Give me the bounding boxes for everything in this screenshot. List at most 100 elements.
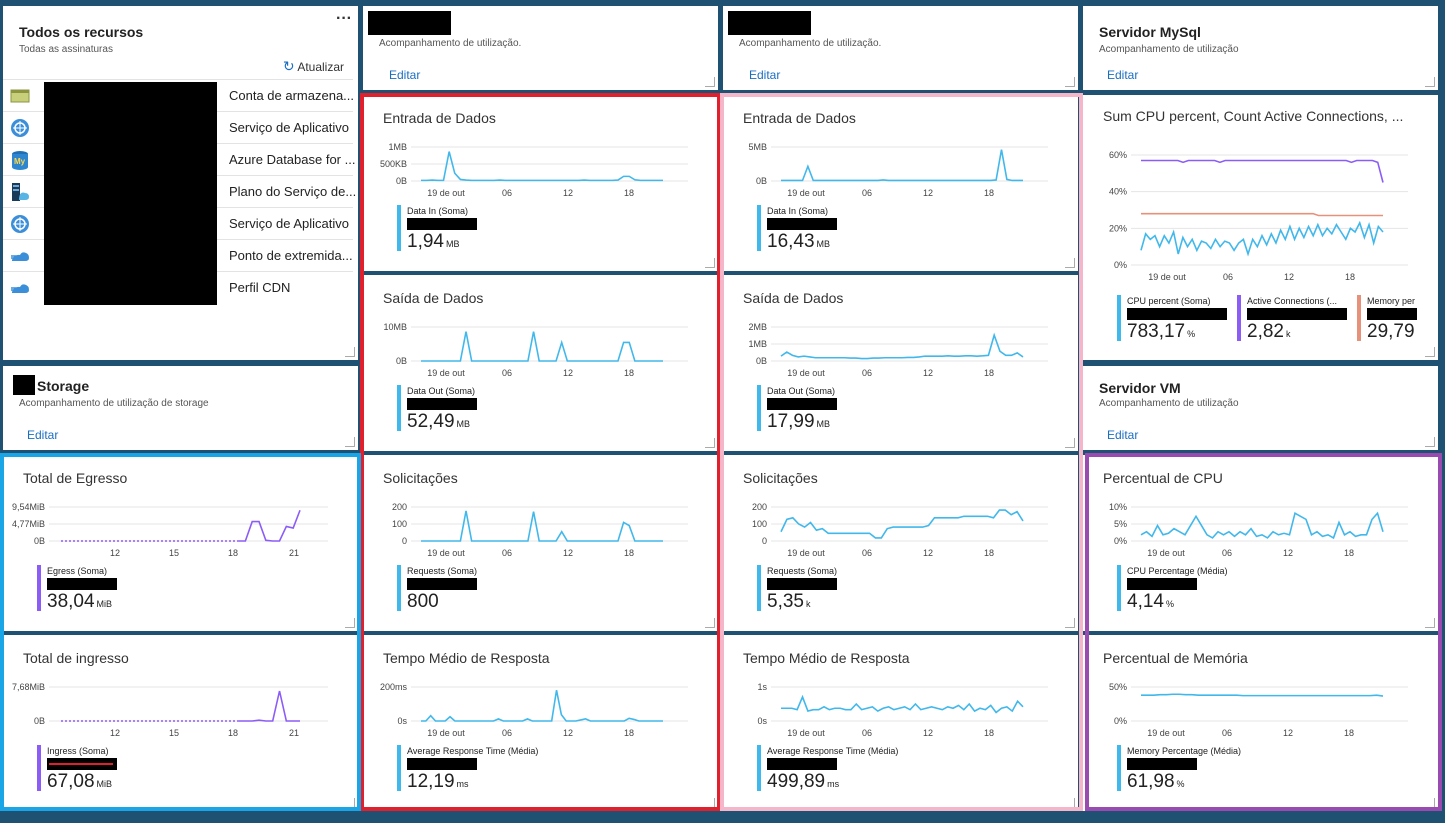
legend-name: Data Out (Soma) <box>407 386 476 396</box>
x-tick-label: 18 <box>984 548 994 558</box>
mysql-legend-item[interactable]: CPU percent (Soma) 783,17% <box>1117 295 1229 343</box>
metric-title: Saída de Dados <box>743 290 844 306</box>
metric-tile[interactable]: Total de ingresso 7,68MiB 0B 12 15 18 21 Ingres… <box>3 635 358 811</box>
metric-tile[interactable]: Entrada de Dados 5MB 0B 19 de out 06 12 18 Data… <box>723 95 1078 271</box>
series-line <box>238 509 301 542</box>
mysql-edit-link[interactable]: Editar <box>1107 68 1139 82</box>
metric-chart: 10% 5% 0% 19 de out 06 12 18 <box>1109 502 1408 558</box>
redacted-resource-label <box>407 218 477 230</box>
y-tick-label: 1s <box>757 682 767 692</box>
legend-number: 61,98 <box>1127 771 1175 792</box>
vm-edit-link[interactable]: Editar <box>1107 428 1139 442</box>
x-tick-label: 12 <box>563 728 573 738</box>
legend-name: Requests (Soma) <box>767 566 838 576</box>
storage-edit-link[interactable]: Editar <box>27 428 59 442</box>
metric-tile[interactable]: Tempo Médio de Resposta 1s 0s 19 de out 06 12… <box>723 635 1078 811</box>
x-tick-label: 21 <box>289 548 299 558</box>
resize-handle[interactable] <box>345 347 355 357</box>
resize-handle[interactable] <box>1425 437 1435 447</box>
legend-color-bar <box>37 745 41 791</box>
metric-tile[interactable]: Entrada de Dados 1MB 500KB 0B 19 de out 06 12 1… <box>363 95 718 271</box>
resize-handle[interactable] <box>1065 77 1075 87</box>
resize-handle[interactable] <box>1065 798 1075 808</box>
legend-color-bar <box>397 205 401 251</box>
x-tick-label: 18 <box>1345 272 1355 282</box>
resize-handle[interactable] <box>705 618 715 628</box>
legend-number: 52,49 <box>407 411 455 432</box>
redacted-resource-label <box>407 578 477 590</box>
resize-handle[interactable] <box>705 77 715 87</box>
legend-unit: k <box>805 599 811 609</box>
x-tick-label: 12 <box>563 548 573 558</box>
metric-tile[interactable]: Saída de Dados 10MB 0B 19 de out 06 12 18 Data … <box>363 275 718 451</box>
storage-header-tile: Storage Acompanhamento de utilização de … <box>3 366 358 450</box>
resize-handle[interactable] <box>1425 347 1435 357</box>
resource-name: Ponto de extremida... <box>229 248 353 263</box>
legend-value: 67,08 MiB <box>47 771 112 793</box>
legend-unit: ms <box>456 779 469 789</box>
y-tick-label: 100 <box>392 519 407 529</box>
series-line <box>781 149 1023 182</box>
x-tick-label: 12 <box>110 728 120 738</box>
legend-color-bar <box>757 565 761 611</box>
metric-tile[interactable]: Total de Egresso 9,54MiB 4,77MiB 0B 12 15 18 21… <box>3 455 358 631</box>
mysql-legend-item[interactable]: Memory per 29,79 <box>1357 295 1417 343</box>
legend-value: 12,19 ms <box>407 771 469 793</box>
metric-chart: 5MB 0B 19 de out 06 12 18 <box>748 142 1048 198</box>
metric-tile[interactable]: Percentual de Memória 50% 0% 19 de out 06 12 1… <box>1083 635 1438 811</box>
legend-value: 499,89 ms <box>767 771 839 793</box>
resize-handle[interactable] <box>345 798 355 808</box>
legend-name: Ingress (Soma) <box>47 746 109 756</box>
y-tick-label: 0B <box>34 536 45 546</box>
series-line <box>421 331 663 362</box>
refresh-button[interactable]: ↻ Atualizar <box>283 58 344 75</box>
metric-chart: 200ms 0s 19 de out 06 12 18 <box>380 682 688 738</box>
mysql-chart-title: Sum CPU percent, Count Active Connection… <box>1103 108 1404 124</box>
app2-edit-link[interactable]: Editar <box>749 68 781 82</box>
resize-handle[interactable] <box>1065 438 1075 448</box>
x-tick-label: 12 <box>563 188 573 198</box>
x-tick-label: 06 <box>862 188 872 198</box>
resize-handle[interactable] <box>705 798 715 808</box>
legend-name: Data Out (Soma) <box>767 386 836 396</box>
refresh-label: Atualizar <box>297 60 344 74</box>
legend-number: 29,79 <box>1367 321 1415 342</box>
resize-handle[interactable] <box>345 437 355 447</box>
metric-tile[interactable]: Solicitações 200 100 0 19 de out 06 12 18 Reques… <box>723 455 1078 631</box>
resize-handle[interactable] <box>705 438 715 448</box>
metric-title: Entrada de Dados <box>383 110 496 126</box>
y-tick-label: 0s <box>757 716 767 726</box>
legend-value: 2,82 k <box>1247 321 1290 343</box>
legend-name: Average Response Time (Média) <box>767 746 899 756</box>
legend-name: Data In (Soma) <box>407 206 469 216</box>
legend-number: 12,19 <box>407 771 455 792</box>
resize-handle[interactable] <box>345 618 355 628</box>
redacted-resource-label <box>1127 758 1197 770</box>
y-tick-label: 40% <box>1109 187 1127 197</box>
metric-tile[interactable]: Solicitações 200 100 0 19 de out 06 12 18 Reques… <box>363 455 718 631</box>
svg-text:My: My <box>14 157 26 166</box>
y-tick-label: 10MB <box>383 322 407 332</box>
resize-handle[interactable] <box>1425 618 1435 628</box>
metric-tile[interactable]: Percentual de CPU 10% 5% 0% 19 de out 06 12 18 C… <box>1083 455 1438 631</box>
resize-handle[interactable] <box>1425 798 1435 808</box>
metric-tile[interactable]: Saída de Dados 2MB 1MB 0B 19 de out 06 12 18 Dat… <box>723 275 1078 451</box>
more-options-button[interactable]: ··· <box>336 10 352 27</box>
app1-edit-link[interactable]: Editar <box>389 68 421 82</box>
mysql-metrics-tile[interactable]: Sum CPU percent, Count Active Connection… <box>1083 95 1438 360</box>
resize-handle[interactable] <box>1065 258 1075 268</box>
legend-color-bar <box>1117 295 1121 341</box>
redacted-title <box>728 11 811 35</box>
metric-tile[interactable]: Tempo Médio de Resposta 200ms 0s 19 de out 0… <box>363 635 718 811</box>
mysql-legend-item[interactable]: Active Connections (... 2,82 k <box>1237 295 1349 343</box>
series-line <box>780 332 1024 360</box>
resource-row[interactable]: Conta de armazena... <box>3 79 354 111</box>
redacted-resource-label <box>1367 308 1417 320</box>
legend-name: Memory Percentage (Média) <box>1127 746 1242 756</box>
y-tick-label: 0% <box>1114 716 1127 726</box>
resize-handle[interactable] <box>705 258 715 268</box>
legend-name: Active Connections (... <box>1247 296 1338 306</box>
resize-handle[interactable] <box>1425 77 1435 87</box>
resize-handle[interactable] <box>1065 618 1075 628</box>
x-tick-label: 06 <box>1223 272 1233 282</box>
